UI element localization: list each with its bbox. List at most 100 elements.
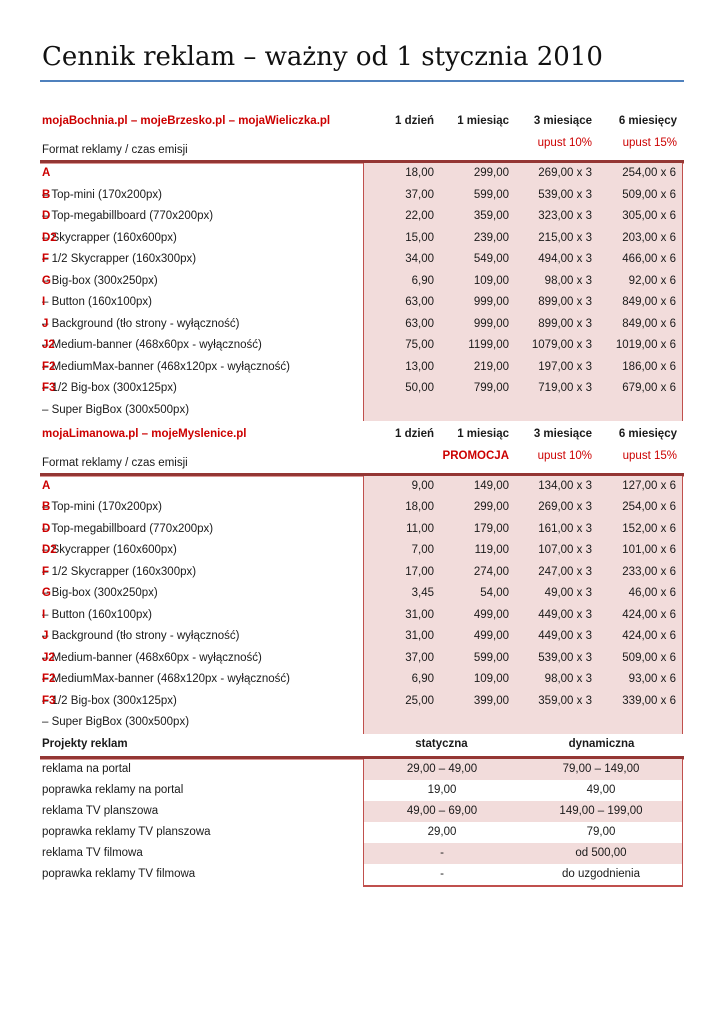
price-cell: 499,00: [473, 630, 509, 642]
price-cell: 466,00 x 6: [622, 253, 676, 265]
price-cell: 6,90: [411, 274, 434, 287]
price-cell: 539,00 x 3: [538, 188, 592, 201]
format-code: A: [42, 479, 51, 492]
price-cell: -: [440, 847, 444, 859]
price-cell: 79,00 – 149,00: [562, 763, 640, 775]
price-cell: 6,90: [411, 673, 434, 685]
price-cell: 219,00: [473, 360, 509, 373]
row-label: F3 – Super BigBox (300x500px): [40, 691, 363, 734]
price-cell: 98,00 x 3: [544, 274, 592, 287]
row-values: 37,00 599,00 539,00 x 3 509,00 x 6: [363, 647, 683, 691]
row-values: 31,00 499,00 449,00 x 3 424,00 x 6: [363, 626, 683, 669]
price-cell: 29,00: [427, 826, 457, 838]
price-cell: 269,00 x 3: [538, 501, 592, 513]
price-cell: 274,00: [473, 565, 509, 578]
row-label: J – Medium-banner (468x60px - wyłączność…: [40, 314, 363, 357]
price-cell: 799,00: [473, 382, 509, 394]
price-cell: 63,00: [405, 317, 434, 330]
price-cell: 149,00: [473, 479, 509, 492]
price-cell: 899,00 x 3: [538, 296, 592, 308]
price-cell: 197,00 x 3: [538, 360, 592, 373]
format-code: B: [42, 501, 51, 513]
table-row: F3 – Super BigBox (300x500px) 25,00 399,00…: [40, 690, 684, 734]
table-row: poprawka reklamy na portal 19,00 49,00: [40, 780, 684, 801]
price-cell: 1199,00: [468, 339, 509, 351]
discount-10-label: upust 10%: [537, 137, 592, 149]
row-values: 63,00 999,00 899,00 x 3 849,00 x 6: [363, 313, 683, 357]
table-row: G – Button (160x100px) 6,90 109,00 98,00 x …: [40, 270, 684, 314]
row-values: 11,00 179,00 161,00 x 3 152,00 x 6: [363, 518, 683, 562]
format-code: I: [42, 608, 46, 621]
row-label: reklama na portal: [42, 763, 131, 775]
row-label: I – Background (tło strony - wyłączność): [40, 605, 363, 648]
price-cell: 31,00: [405, 630, 434, 642]
price-cell: 49,00 x 3: [544, 587, 592, 599]
price-cell: 1019,00 x 6: [615, 339, 676, 351]
row-label: D – Skycrapper (160x600px): [40, 206, 363, 249]
table-row: J – Medium-banner (468x60px - wyłączność…: [40, 626, 684, 669]
row-values: 6,90 109,00 98,00 x 3 92,00 x 6: [363, 270, 683, 314]
column-header-6-miesiecy: 6 miesięcy: [618, 427, 677, 440]
row-label: F2 – 1/2 Big-box (300x125px): [40, 669, 363, 712]
price-cell: 34,00: [405, 253, 434, 265]
price-cell: 119,00: [474, 544, 509, 556]
price-cell: 247,00 x 3: [538, 565, 592, 578]
price-cell: 127,00 x 6: [622, 479, 676, 492]
row-values: 22,00 359,00 323,00 x 3 305,00 x 6: [363, 206, 683, 249]
price-cell: 899,00 x 3: [538, 317, 592, 330]
price-cell: 109,00: [473, 274, 509, 287]
table-row: J2 – MediumMax-banner (468x120px - wyłąc…: [40, 335, 684, 378]
promo-label: PROMOCJA: [442, 449, 509, 462]
price-cell: 323,00 x 3: [538, 210, 592, 222]
document-content: Cennik reklam – ważny od 1 stycznia 2010…: [40, 0, 684, 887]
price-cell: 509,00 x 6: [622, 188, 676, 201]
project-price-table: Projekty reklam statyczna dynamiczna rek…: [40, 736, 684, 887]
table-row: F2 – 1/2 Big-box (300x125px) 13,00 219,00 1…: [40, 356, 684, 400]
section-title: mojaLimanowa.pl – mojeMyslenice.pl: [42, 427, 247, 440]
price-cell: -: [440, 868, 444, 880]
price-cell: 849,00 x 6: [622, 296, 676, 308]
row-values: - do uzgodnienia: [363, 864, 683, 887]
row-label: G – Button (160x100px): [40, 271, 363, 314]
row-values: 7,00 119,00 107,00 x 3 101,00 x 6: [363, 540, 683, 583]
table-header: mojaBochnia.pl – mojeBrzesko.pl – mojaWi…: [40, 112, 684, 160]
table-row: I – Background (tło strony - wyłączność)…: [40, 604, 684, 648]
price-cell: 233,00 x 6: [622, 565, 676, 578]
row-label: F – Big-box (300x250px): [40, 249, 363, 292]
table-header: Projekty reklam statyczna dynamiczna: [40, 736, 684, 756]
price-cell: 269,00 x 3: [538, 167, 592, 179]
row-label: F3 – Super BigBox (300x500px): [40, 378, 363, 421]
project-rows: reklama na portal 29,00 – 49,00 79,00 – 14…: [40, 756, 684, 887]
column-header-dynamiczna: dynamiczna: [568, 738, 635, 750]
format-code: F3: [42, 694, 56, 707]
row-label: B – Top-megabillboard (770x200px): [40, 497, 363, 540]
row-values: 63,00 999,00 899,00 x 3 849,00 x 6: [363, 292, 683, 335]
price-cell: 46,00 x 6: [628, 587, 676, 599]
format-code: J: [42, 317, 49, 330]
price-cell: 98,00 x 3: [544, 673, 592, 685]
format-code: F2: [42, 360, 56, 373]
column-subheader: [363, 134, 440, 160]
table-row: D2 – 1/2 Skycrapper (160x300px) 7,00 119,0…: [40, 540, 684, 583]
row-label: J2 – MediumMax-banner (468x120px - wyłąc…: [40, 335, 363, 378]
discount-15-label: upust 15%: [622, 137, 677, 149]
price-cell: 449,00 x 3: [538, 608, 592, 621]
price-cell: 359,00 x 3: [538, 694, 592, 707]
document-title: Cennik reklam – ważny od 1 stycznia 2010: [40, 42, 684, 82]
price-cell: 79,00: [586, 826, 616, 838]
row-values: 50,00 799,00 719,00 x 3 679,00 x 6: [363, 378, 683, 421]
table-row: B – Top-megabillboard (770x200px) 18,00 29…: [40, 497, 684, 540]
price-cell: do uzgodnienia: [561, 868, 640, 880]
discount-10-label: upust 10%: [537, 449, 592, 462]
price-cell: 499,00: [473, 608, 509, 621]
format-code: F3: [42, 382, 56, 394]
table-row: F3 – Super BigBox (300x500px) 50,00 799,00…: [40, 378, 684, 421]
section-title: Projekty reklam: [42, 738, 128, 750]
row-values: 25,00 399,00 359,00 x 3 339,00 x 6: [363, 690, 683, 734]
format-code: I: [42, 296, 46, 308]
table-row: I – Background (tło strony - wyłączność)…: [40, 292, 684, 335]
table-row: F – Big-box (300x250px) 17,00 274,00 247,00…: [40, 561, 684, 605]
price-cell: 679,00 x 6: [622, 382, 676, 394]
price-cell: 999,00: [473, 296, 509, 308]
price-cell: 239,00: [473, 231, 509, 244]
